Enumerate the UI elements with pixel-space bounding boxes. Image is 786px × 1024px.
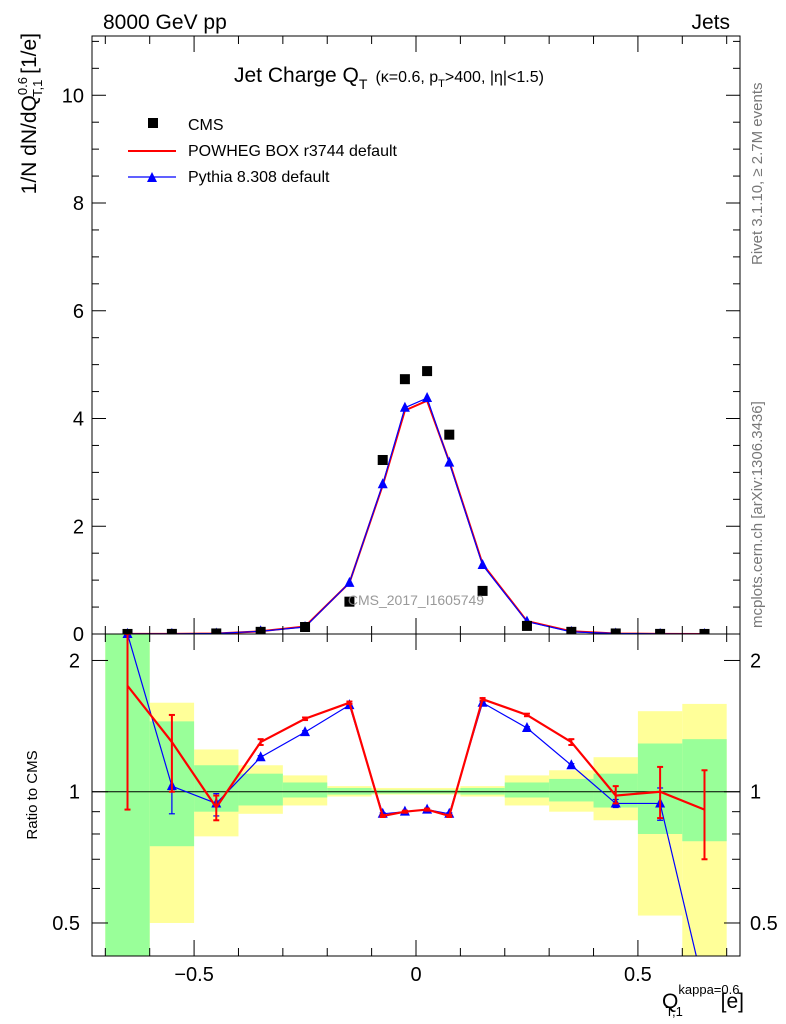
header-energy: 8000 GeV pp <box>103 11 227 34</box>
legend-cms-marker <box>148 118 158 128</box>
main-ytick-label: 8 <box>73 193 84 215</box>
cms-point <box>699 628 710 634</box>
cms-point <box>521 620 532 631</box>
main-ylabel: 1/N dN/dQ0.6T,1 [1/e] <box>15 33 45 194</box>
main-ytick-label: 6 <box>73 301 84 323</box>
plot-title: Jet Charge QT (κ=0.6, pT>400, |η|<1.5) <box>234 64 544 92</box>
ratio-ytick-label: 1 <box>69 782 80 804</box>
legend-pythia-label: Pythia 8.308 default <box>188 169 330 186</box>
cms-point <box>211 628 222 634</box>
ratio-plot-area <box>92 634 740 956</box>
ratio-ylabel: Ratio to CMS <box>24 750 41 839</box>
cms-point <box>610 628 621 634</box>
legend-cms-label: CMS <box>188 117 224 134</box>
cms-point <box>377 454 388 465</box>
cms-point <box>422 366 433 377</box>
cms-point <box>344 596 355 607</box>
ratio-band-inner <box>549 778 594 802</box>
ratio-ytick-label-right: 0.5 <box>750 913 778 935</box>
cms-point <box>122 628 133 634</box>
cms-point <box>255 626 266 634</box>
pythia-ratio-point <box>566 759 577 770</box>
main-ytick-label: 4 <box>73 409 84 431</box>
pythia-point <box>344 576 355 587</box>
main-ytick-label: 10 <box>62 85 84 107</box>
cms-point <box>300 621 311 632</box>
ratio-band-inner <box>238 773 283 806</box>
powheg-ratio-line <box>126 685 705 818</box>
ratio-band-inner <box>504 782 550 798</box>
pythia-ratio-point <box>255 751 266 762</box>
ratio-ytick-label-right: 1 <box>750 782 761 804</box>
pythia-point <box>422 392 433 403</box>
legend-powheg-label: POWHEG BOX r3744 default <box>188 143 398 160</box>
pythia-point <box>444 456 455 467</box>
legend: CMS POWHEG BOX r3744 default Pythia 8.30… <box>128 117 398 186</box>
rivet-version-label: Rivet 3.1.10, ≥ 2.7M events <box>749 83 766 266</box>
ratio-xtick-label: −0.5 <box>174 964 213 986</box>
pythia-point <box>377 478 388 489</box>
ratio-xtick-label: 0 <box>410 964 421 986</box>
ratio-xtick-label: 0.5 <box>624 964 652 986</box>
pythia-ratio-point <box>300 726 311 737</box>
cms-point <box>399 374 410 385</box>
header-process: Jets <box>691 11 730 34</box>
ratio-ytick-label: 0.5 <box>52 913 80 935</box>
ratio-ytick-label: 2 <box>69 650 80 672</box>
mcplots-label: mcplots.cern.ch [arXiv:1306.3436] <box>749 401 766 628</box>
cms-point <box>477 585 488 596</box>
cms-point <box>655 628 666 634</box>
cms-point <box>166 628 177 634</box>
main-ytick-label: 0 <box>73 624 84 646</box>
ratio-ytick-label-right: 2 <box>750 650 761 672</box>
ratio-band-inner <box>282 782 328 798</box>
ratio-xlabel: Qkappa=0.6 T,1 [e] <box>662 982 744 1019</box>
main-axes: 0 2 4 6 8 10 <box>62 35 741 646</box>
pythia-point <box>399 401 410 412</box>
legend-pythia-marker <box>147 172 157 182</box>
main-ytick-label: 2 <box>73 516 84 538</box>
ratio-axes: 0.5 0.5 1 1 2 2 −0.5 0 0.5 <box>52 633 778 986</box>
cms-point <box>444 429 455 440</box>
cms-point <box>566 626 577 634</box>
pythia-point <box>477 559 488 570</box>
pythia-ratio-point <box>521 722 532 733</box>
analysis-watermark: CMS_2017_I1605749 <box>348 592 484 608</box>
